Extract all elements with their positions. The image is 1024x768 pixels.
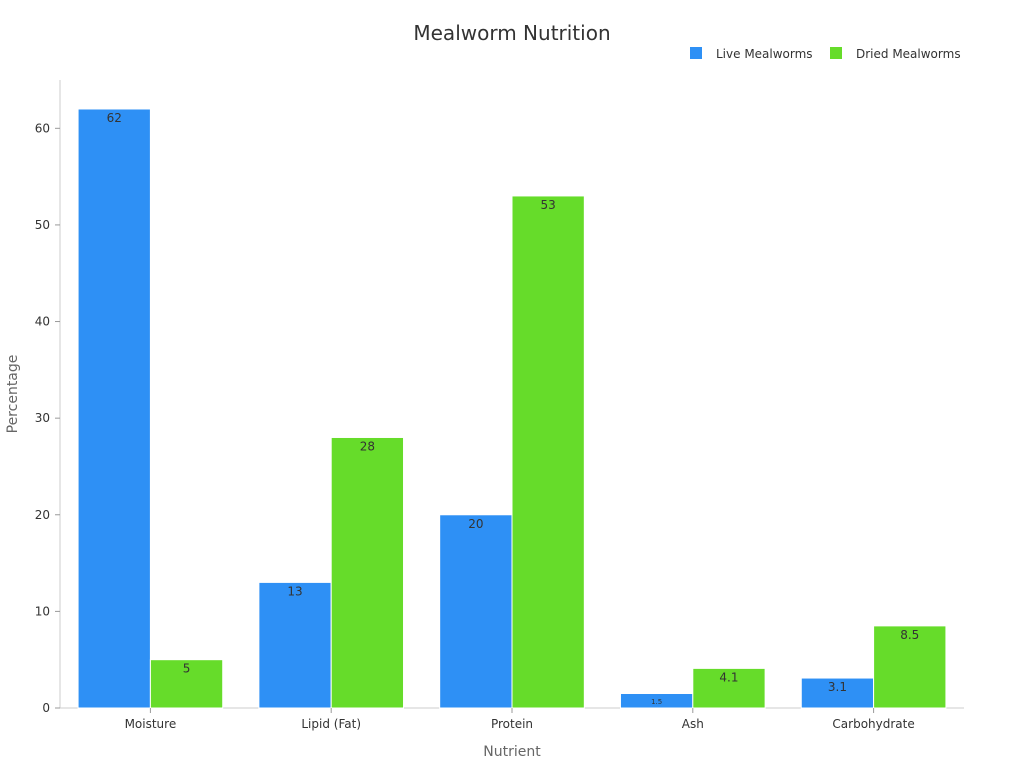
data-label-dried-mealworms-moisture: 5 [183, 662, 191, 676]
data-label-dried-mealworms-protein: 53 [541, 198, 556, 212]
bar-labels: 62 5 13 28 20 53 1.5 4.1 3.1 8.5 [107, 111, 920, 706]
bar-dried-mealworms-ash [692, 667, 766, 709]
data-label-live-mealworms-ash: 1.5 [651, 698, 662, 706]
y-tick-label: 20 [35, 508, 50, 522]
bar-live-mealworms-carbohydrate [800, 677, 875, 709]
bar-live-mealworms-moisture [77, 108, 151, 709]
legend-swatch-live-mealworms [690, 47, 702, 59]
data-label-dried-mealworms-lipid-fat: 28 [360, 439, 375, 453]
legend-label-live-mealworms: Live Mealworms [716, 47, 813, 61]
x-axis-label: Nutrient [483, 744, 541, 760]
legend-swatch-dried-mealworms [830, 47, 842, 59]
bar-live-mealworms-lipid-fat [258, 581, 332, 709]
data-label-dried-mealworms-carbohydrate: 8.5 [900, 628, 919, 642]
legend: Live Mealworms Dried Mealworms [690, 47, 961, 61]
bar-dried-mealworms-lipid-fat [330, 436, 405, 709]
data-label-live-mealworms-carbohydrate: 3.1 [828, 680, 847, 694]
x-tick-label-ash: Ash [682, 717, 704, 731]
data-label-live-mealworms-moisture: 62 [107, 111, 122, 125]
bars [77, 108, 947, 709]
legend-label-dried-mealworms: Dried Mealworms [856, 47, 961, 61]
y-tick-label: 40 [35, 315, 50, 329]
y-tick-label: 50 [35, 218, 50, 232]
y-tick-label: 60 [35, 121, 50, 135]
x-tick-label-lipid-fat: Lipid (Fat) [301, 717, 361, 731]
y-tick-label: 0 [42, 701, 50, 715]
chart-title: Mealworm Nutrition [413, 21, 610, 45]
data-label-dried-mealworms-ash: 4.1 [719, 670, 738, 684]
x-tick-label-moisture: Moisture [125, 717, 177, 731]
data-label-live-mealworms-protein: 20 [468, 517, 483, 531]
y-tick-label: 30 [35, 411, 50, 425]
bar-dried-mealworms-protein [511, 195, 585, 709]
x-axis-ticks: Moisture Lipid (Fat) Protein Ash Carbohydrat… [125, 708, 915, 731]
y-axis-ticks: 0 10 20 30 40 50 60 [35, 121, 60, 715]
y-tick-label: 10 [35, 604, 50, 618]
x-tick-label-carbohydrate: Carbohydrate [832, 717, 914, 731]
x-tick-label-protein: Protein [491, 717, 533, 731]
bar-dried-mealworms-moisture [149, 659, 224, 709]
bar-dried-mealworms-carbohydrate [873, 625, 947, 709]
y-axis-label: Percentage [5, 355, 21, 434]
bar-live-mealworms-protein [439, 514, 513, 709]
data-label-live-mealworms-lipid-fat: 13 [287, 584, 302, 598]
